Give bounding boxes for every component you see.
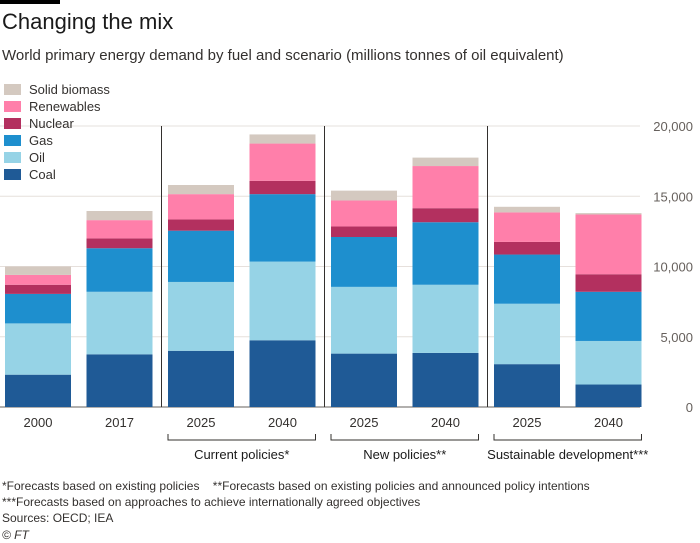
chart-title: Changing the mix xyxy=(2,9,174,34)
bar-oil xyxy=(412,284,479,353)
bar-coal xyxy=(412,352,479,407)
bar-solid-biomass xyxy=(86,211,153,221)
x-tick-label: 2025 xyxy=(187,415,216,430)
x-tick-label: 2025 xyxy=(350,415,379,430)
x-tick-label: 2040 xyxy=(268,415,297,430)
group-bracket xyxy=(167,434,316,441)
stacked-bar-chart: 20,000 15,000 10,000 5,000 0 2000 2017 2025 2040… xyxy=(0,82,693,462)
group-bracket xyxy=(493,434,642,441)
y-tick-label: 20,000 xyxy=(653,119,693,134)
bar-gas xyxy=(575,291,642,341)
ft-credit: © FT xyxy=(2,528,29,542)
bar-oil xyxy=(86,291,153,355)
bar-renewables xyxy=(249,143,316,181)
bar-renewables xyxy=(494,212,560,242)
legend-label: Renewables xyxy=(29,99,101,114)
bar-nuclear xyxy=(575,274,642,292)
bar-oil xyxy=(249,261,316,341)
bar-gas xyxy=(249,194,316,262)
legend-label: Oil xyxy=(29,150,45,165)
x-tick-label: 2040 xyxy=(594,415,623,430)
bar-solid-biomass xyxy=(331,190,397,201)
bar-nuclear xyxy=(168,219,234,231)
y-tick-label: 5,000 xyxy=(660,330,693,345)
bar-coal xyxy=(249,340,316,407)
bar-renewables xyxy=(575,214,642,275)
bar-gas xyxy=(86,248,153,292)
bar-coal xyxy=(575,384,642,407)
legend-swatch xyxy=(4,101,21,112)
bar-oil xyxy=(494,303,560,365)
group-label: New policies** xyxy=(363,447,446,462)
bar-solid-biomass xyxy=(5,266,71,275)
bar-oil xyxy=(331,286,397,354)
legend-label: Nuclear xyxy=(29,116,74,131)
bar-gas xyxy=(494,254,560,304)
bar-nuclear xyxy=(412,208,479,223)
y-tick-label: 10,000 xyxy=(653,260,693,275)
group-label: Sustainable development*** xyxy=(487,447,648,462)
bar-oil xyxy=(5,323,71,375)
footnote-sustainable: ***Forecasts based on approaches to achi… xyxy=(2,495,421,509)
bar-solid-biomass xyxy=(168,185,234,195)
bar-renewables xyxy=(168,194,234,220)
top-accent-bar xyxy=(0,0,60,4)
x-tick-label: 2025 xyxy=(513,415,542,430)
group-bracket xyxy=(330,434,479,441)
bar-solid-biomass xyxy=(412,157,479,167)
bar-nuclear xyxy=(249,180,316,195)
legend-swatch xyxy=(4,118,21,129)
legend-swatch xyxy=(4,152,21,163)
bar-gas xyxy=(412,222,479,285)
bar-coal xyxy=(86,354,153,407)
bar-gas xyxy=(331,236,397,287)
bar-renewables xyxy=(86,220,153,239)
bar-solid-biomass xyxy=(249,134,316,144)
source-note: Sources: OECD; IEA xyxy=(2,511,114,525)
bar-nuclear xyxy=(5,284,71,294)
y-tick-label: 15,000 xyxy=(653,189,693,204)
bar-solid-biomass xyxy=(494,206,560,213)
bar-renewables xyxy=(331,200,397,227)
y-tick-label: 0 xyxy=(686,400,693,415)
bar-nuclear xyxy=(86,238,153,249)
bar-renewables xyxy=(412,166,479,209)
bar-coal xyxy=(331,353,397,407)
bar-oil xyxy=(168,281,234,351)
bar-nuclear xyxy=(331,226,397,237)
bar-coal xyxy=(5,374,71,407)
legend-swatch xyxy=(4,135,21,146)
bar-nuclear xyxy=(494,241,560,255)
legend-label: Solid biomass xyxy=(29,82,110,97)
chart-subtitle: World primary energy demand by fuel and … xyxy=(2,47,564,64)
x-tick-label: 2017 xyxy=(105,415,134,430)
x-tick-label: 2000 xyxy=(24,415,53,430)
bar-coal xyxy=(168,350,234,407)
bar-oil xyxy=(575,340,642,385)
bar-gas xyxy=(5,293,71,324)
x-tick-label: 2040 xyxy=(431,415,460,430)
bar-gas xyxy=(168,230,234,282)
legend-swatch xyxy=(4,169,21,180)
legend-label: Coal xyxy=(29,167,56,182)
legend-swatch xyxy=(4,84,21,95)
bar-solid-biomass xyxy=(575,213,642,215)
group-label: Current policies* xyxy=(194,447,289,462)
bar-renewables xyxy=(5,274,71,285)
legend-label: Gas xyxy=(29,133,53,148)
bar-coal xyxy=(494,364,560,407)
footnote-policies: *Forecasts based on existing policies **… xyxy=(2,479,590,493)
